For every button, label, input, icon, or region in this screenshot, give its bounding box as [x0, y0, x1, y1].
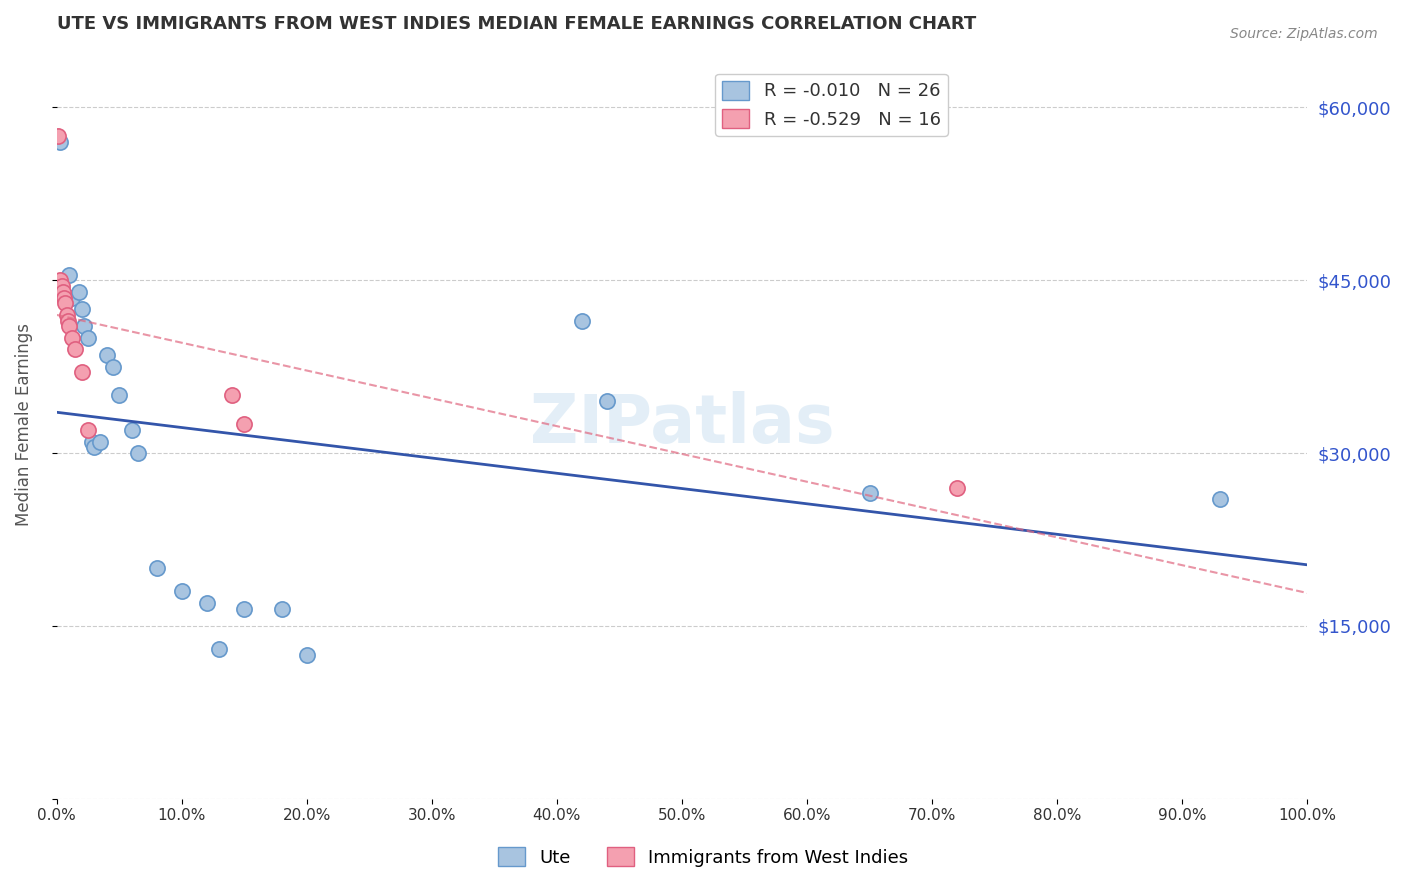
Ute — [270, 601, 292, 615]
Immigrants from West Indies — [46, 129, 69, 144]
Immigrants from West Indies — [53, 291, 76, 305]
Ute — [49, 135, 72, 149]
Ute — [195, 596, 218, 610]
Ute — [67, 285, 90, 299]
Immigrants from West Indies — [52, 285, 75, 299]
Ute — [127, 446, 149, 460]
Immigrants from West Indies — [233, 417, 256, 432]
Immigrants from West Indies — [56, 313, 79, 327]
Immigrants from West Indies — [49, 273, 72, 287]
Immigrants from West Indies — [60, 331, 83, 345]
Ute — [596, 394, 619, 409]
Immigrants from West Indies — [55, 308, 77, 322]
Immigrants from West Indies — [58, 319, 80, 334]
Immigrants from West Indies — [946, 481, 969, 495]
Immigrants from West Indies — [221, 388, 243, 402]
Text: ZIPatlas: ZIPatlas — [530, 392, 834, 458]
Ute — [70, 301, 93, 316]
Ute — [83, 441, 105, 455]
Immigrants from West Indies — [51, 279, 73, 293]
Ute — [108, 388, 131, 402]
Immigrants from West Indies — [53, 296, 76, 310]
Ute — [77, 331, 100, 345]
Legend: Ute, Immigrants from West Indies: Ute, Immigrants from West Indies — [491, 840, 915, 874]
Ute — [96, 348, 118, 362]
Ute — [295, 648, 318, 662]
Ute — [101, 359, 124, 374]
Ute — [571, 313, 593, 327]
Ute — [1209, 492, 1232, 507]
Ute — [858, 486, 880, 500]
Ute — [121, 423, 143, 437]
Ute — [89, 434, 111, 449]
Ute — [73, 319, 96, 334]
Text: Source: ZipAtlas.com: Source: ZipAtlas.com — [1230, 27, 1378, 41]
Ute — [80, 434, 103, 449]
Ute — [208, 642, 231, 657]
Ute — [58, 268, 80, 282]
Ute — [60, 291, 83, 305]
Ute — [170, 584, 193, 599]
Immigrants from West Indies — [77, 423, 100, 437]
Text: UTE VS IMMIGRANTS FROM WEST INDIES MEDIAN FEMALE EARNINGS CORRELATION CHART: UTE VS IMMIGRANTS FROM WEST INDIES MEDIA… — [56, 15, 976, 33]
Ute — [233, 601, 256, 615]
Immigrants from West Indies — [70, 366, 93, 380]
Legend: R = -0.010   N = 26, R = -0.529   N = 16: R = -0.010 N = 26, R = -0.529 N = 16 — [716, 74, 948, 136]
Immigrants from West Indies — [65, 343, 87, 357]
Y-axis label: Median Female Earnings: Median Female Earnings — [15, 323, 32, 525]
Ute — [145, 561, 167, 575]
